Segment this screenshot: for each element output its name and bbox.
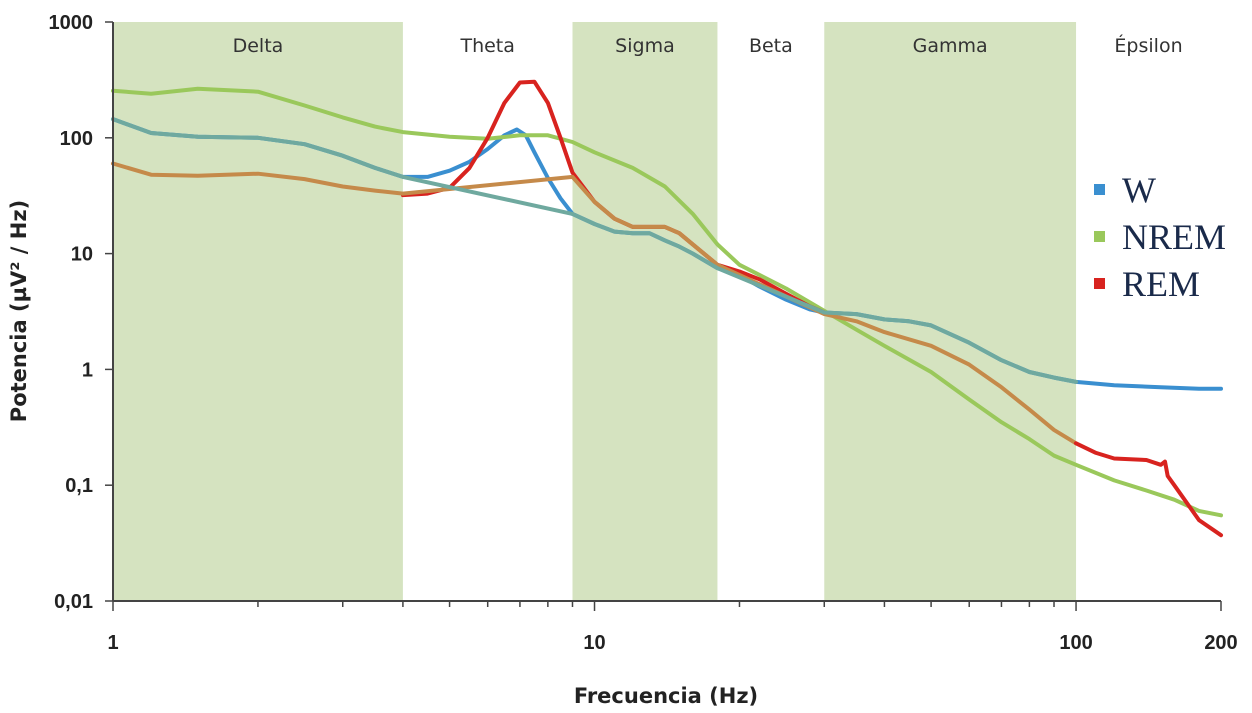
tick-labels: 1000 100 10 1 0,1 0,01 1 10 100 200 bbox=[49, 12, 1238, 654]
legend-label: W bbox=[1122, 170, 1156, 210]
frequency-bands: Delta Theta Sigma Beta Gamma Épsilon bbox=[113, 22, 1183, 601]
x-tick-label: 200 bbox=[1204, 632, 1237, 654]
y-tick-label: 1000 bbox=[49, 12, 94, 34]
y-tick-label: 1 bbox=[82, 359, 93, 381]
y-tick-label: 0,1 bbox=[65, 475, 93, 497]
band-2-area bbox=[572, 22, 718, 601]
band-label: Sigma bbox=[615, 35, 675, 57]
series-line-1 bbox=[111, 86, 1223, 518]
band-4-area bbox=[824, 22, 1077, 601]
x-tick-label: 10 bbox=[583, 632, 605, 654]
legend-swatch bbox=[1094, 184, 1105, 195]
x-tick-label: 1 bbox=[107, 632, 118, 654]
band-label: Épsilon bbox=[1114, 34, 1182, 57]
x-axis-title: Frecuencia (Hz) bbox=[574, 684, 758, 708]
series-line-3 bbox=[111, 161, 1078, 446]
legend-background bbox=[1077, 150, 1252, 325]
legend-swatch bbox=[1094, 278, 1105, 289]
band-label: Gamma bbox=[913, 35, 988, 57]
legend: W NREM REM bbox=[1077, 150, 1252, 325]
band-label: Theta bbox=[459, 35, 514, 57]
y-axis-title: Potencia (µV² / Hz) bbox=[7, 200, 31, 422]
legend-label: NREM bbox=[1122, 217, 1226, 257]
band-0-area bbox=[113, 22, 403, 601]
y-tick-label: 100 bbox=[60, 128, 93, 150]
band-label: Delta bbox=[233, 35, 284, 57]
x-tick-label: 100 bbox=[1059, 632, 1092, 654]
axes bbox=[105, 21, 1222, 611]
legend-swatch bbox=[1094, 231, 1105, 242]
band-label: Beta bbox=[749, 35, 793, 57]
series-line-4 bbox=[1074, 441, 1223, 538]
series-line-5 bbox=[111, 117, 1078, 384]
y-tick-label: 10 bbox=[71, 244, 93, 266]
y-tick-label: 0,01 bbox=[54, 591, 93, 613]
legend-label: REM bbox=[1122, 264, 1200, 304]
series-lines bbox=[111, 79, 1223, 538]
